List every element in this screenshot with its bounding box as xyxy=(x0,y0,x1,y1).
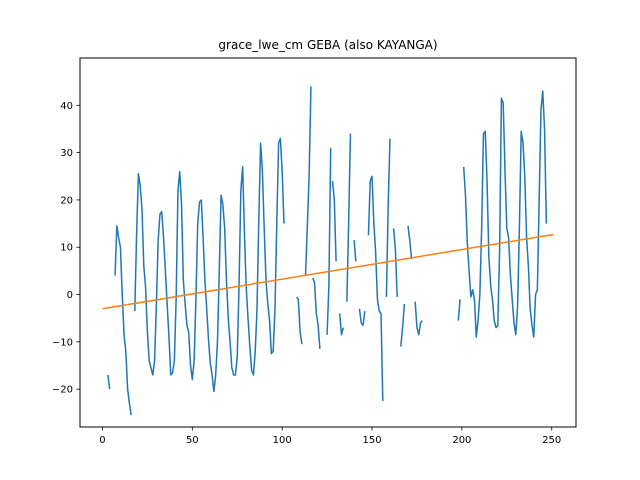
y-tick-label: 20 xyxy=(60,195,73,206)
chart-title: grace_lwe_cm GEBA (also KAYANGA) xyxy=(218,38,437,52)
y-axis: −20 −10 0 10 20 30 40 xyxy=(52,101,80,396)
x-tick-label: 250 xyxy=(542,435,561,446)
series-line-segment-17 xyxy=(414,301,423,336)
x-tick-label: 200 xyxy=(452,435,471,446)
series-line-segment-11 xyxy=(358,308,366,327)
series-line-segment-9 xyxy=(346,133,352,302)
x-tick-label: 0 xyxy=(99,435,105,446)
y-tick-label: −20 xyxy=(52,385,73,396)
y-tick-label: 0 xyxy=(67,290,73,301)
series-line-segment-16 xyxy=(407,225,413,260)
series-line-segment-15 xyxy=(400,303,406,347)
y-tick-label: 30 xyxy=(60,148,73,159)
series-line-segment-8 xyxy=(338,313,345,336)
series-line-segment-18 xyxy=(457,299,461,321)
series-line-segment-7 xyxy=(331,180,337,262)
x-axis: 0 50 100 150 200 250 xyxy=(99,427,561,446)
x-tick-label: 100 xyxy=(273,435,292,446)
series-line-segment-5 xyxy=(312,277,321,349)
series-line-segment-10 xyxy=(353,240,357,262)
trend-line xyxy=(102,233,554,310)
plot-area xyxy=(102,86,554,416)
y-tick-label: −10 xyxy=(52,337,73,348)
x-tick-label: 50 xyxy=(186,435,199,446)
axes-frame xyxy=(79,57,577,428)
series-line-segment-3 xyxy=(295,296,303,345)
series-line-segment-4 xyxy=(304,86,312,276)
series-line-segment-19 xyxy=(462,90,548,338)
series-line-segment-13 xyxy=(385,138,391,297)
y-tick-label: 10 xyxy=(60,243,73,254)
series-line-segment-12 xyxy=(367,175,384,401)
series-line-segment-0 xyxy=(107,374,111,390)
y-tick-label: 40 xyxy=(60,101,73,112)
series-line-segment-14 xyxy=(392,228,398,297)
series-line-segment-6 xyxy=(326,147,332,335)
series-line-segment-2 xyxy=(134,137,285,393)
series-line-segment-1 xyxy=(114,225,132,416)
x-tick-label: 150 xyxy=(362,435,381,446)
